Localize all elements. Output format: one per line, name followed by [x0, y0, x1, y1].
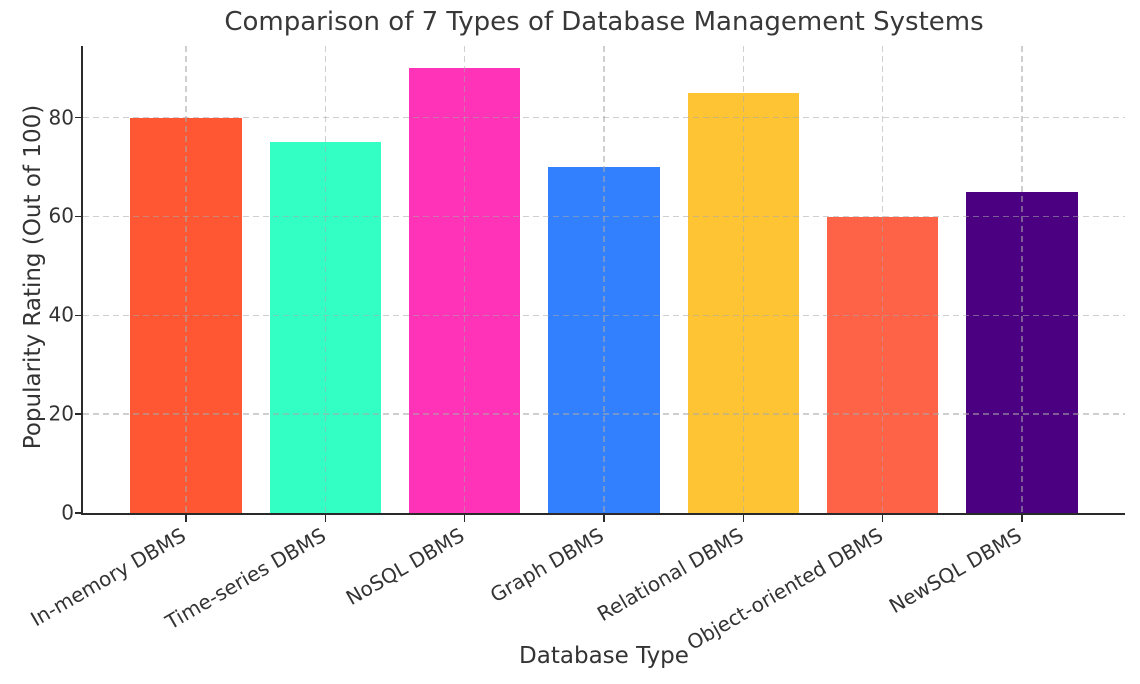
y-tick-mark: [74, 512, 82, 514]
x-tick-mark: [603, 514, 605, 522]
x-tick-mark: [463, 514, 466, 522]
y-tick-mark: [74, 413, 82, 415]
plot-area: 0 20 40 60 80 In-memory DBMS Time-series DBMS N…: [27, 46, 1125, 655]
gridline-vertical: [603, 46, 605, 513]
y-axis-label: Popularity Rating (Out of 100): [20, 104, 46, 450]
y-tick-mark: [74, 215, 82, 218]
y-tick-label: 80: [48, 105, 74, 130]
x-tick-mark: [1021, 514, 1023, 522]
y-tick-label: 20: [48, 401, 74, 426]
chart-title: Comparison of 7 Types of Database Manage…: [224, 7, 984, 37]
y-tick-mark: [74, 314, 82, 317]
x-tick-mark: [742, 514, 745, 522]
x-tick-mark: [324, 514, 327, 522]
y-tick-mark: [74, 116, 82, 119]
gridline-vertical: [324, 46, 327, 513]
y-axis-spine: [81, 46, 83, 513]
x-axis-spine: [81, 513, 1125, 515]
gridline-vertical: [463, 46, 466, 513]
y-tick-label: 60: [48, 204, 74, 229]
y-tick-label: 0: [61, 500, 74, 525]
gridline-vertical: [1021, 46, 1023, 513]
x-tick-mark: [185, 514, 187, 522]
x-tick-label: NewSQL DBMS: [885, 523, 1026, 619]
x-tick-mark: [881, 514, 884, 522]
gridline-vertical: [881, 46, 884, 513]
y-tick-label: 40: [48, 302, 74, 327]
gridline-vertical: [742, 46, 744, 513]
gridline-vertical: [185, 46, 187, 513]
x-tick-label: NoSQL DBMS: [342, 523, 469, 610]
x-tick-label: Graph DBMS: [486, 523, 608, 608]
x-axis-label: Database Type: [519, 643, 689, 669]
